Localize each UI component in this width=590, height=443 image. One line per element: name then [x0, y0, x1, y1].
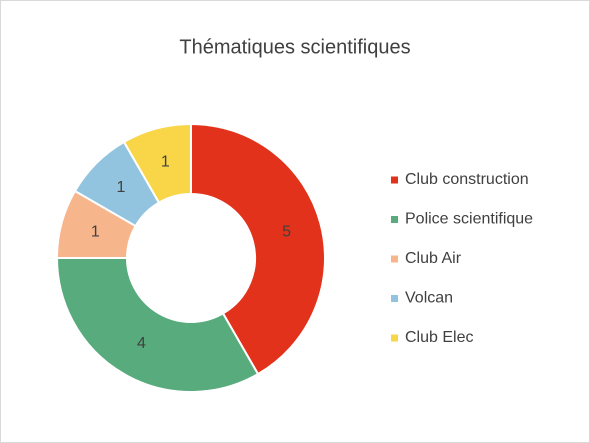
donut-slice	[122, 122, 192, 204]
legend-label: Club Air	[405, 250, 462, 267]
legend-swatch	[391, 216, 398, 223]
data-label: 1	[161, 154, 170, 171]
data-label: 4	[137, 335, 146, 352]
legend-label: Club Elec	[405, 329, 473, 346]
legend-label: Volcan	[405, 290, 453, 307]
data-label: 5	[282, 224, 291, 241]
data-label: 1	[117, 179, 126, 196]
legend-swatch	[391, 334, 398, 342]
chart-title: Thématiques scientifiques	[179, 36, 410, 58]
data-label: 1	[91, 224, 100, 241]
legend-swatch	[391, 255, 398, 263]
donut-slice	[55, 257, 260, 393]
legend-swatch	[391, 295, 398, 302]
legend-swatch	[391, 176, 398, 184]
legend-label: Police scientifique	[405, 211, 533, 228]
legend-label: Club construction	[405, 171, 529, 188]
donut-slice	[190, 122, 326, 376]
